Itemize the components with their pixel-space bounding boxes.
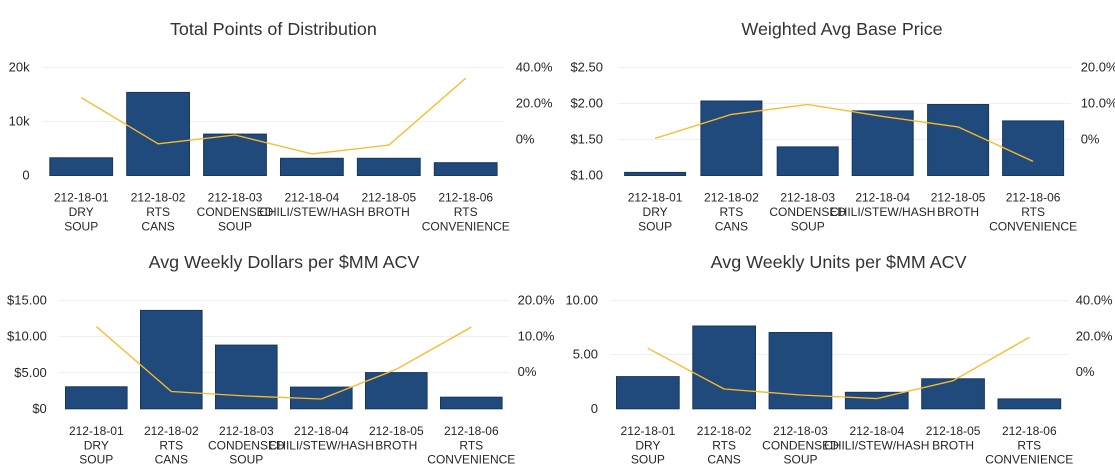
- svg-text:SOUP: SOUP: [218, 220, 252, 234]
- svg-text:212-18-03: 212-18-03: [780, 191, 835, 205]
- svg-text:212-18-03: 212-18-03: [208, 191, 263, 205]
- svg-text:CHILI/STEW/HASH: CHILI/STEW/HASH: [259, 205, 364, 219]
- svg-text:40.0%: 40.0%: [516, 60, 553, 75]
- svg-text:212-18-06: 212-18-06: [1002, 424, 1057, 438]
- svg-text:BROTH: BROTH: [375, 438, 417, 452]
- svg-text:CANS: CANS: [715, 220, 748, 234]
- svg-text:212-18-01: 212-18-01: [628, 191, 683, 205]
- svg-text:RTS: RTS: [1021, 205, 1045, 219]
- svg-text:212-18-01: 212-18-01: [69, 424, 124, 438]
- svg-text:BROTH: BROTH: [937, 205, 979, 219]
- svg-text:SOUP: SOUP: [638, 220, 672, 234]
- svg-text:CONVENIENCE: CONVENIENCE: [427, 453, 515, 467]
- svg-text:$5.00: $5.00: [14, 365, 47, 380]
- svg-text:DRY: DRY: [635, 438, 660, 452]
- svg-text:212-18-03: 212-18-03: [219, 424, 274, 438]
- svg-text:212-18-01: 212-18-01: [621, 424, 676, 438]
- svg-text:CONDENSED: CONDENSED: [762, 438, 839, 452]
- svg-text:DRY: DRY: [69, 205, 94, 219]
- svg-text:RTS: RTS: [459, 438, 483, 452]
- svg-text:Weighted Avg Base Price: Weighted Avg Base Price: [741, 19, 942, 39]
- svg-text:10.00: 10.00: [565, 293, 598, 308]
- svg-text:DRY: DRY: [84, 438, 109, 452]
- svg-text:$0: $0: [32, 401, 46, 416]
- svg-text:212-18-05: 212-18-05: [369, 424, 424, 438]
- svg-text:212-18-02: 212-18-02: [697, 424, 752, 438]
- svg-text:RTS: RTS: [146, 205, 170, 219]
- svg-text:212-18-06: 212-18-06: [444, 424, 499, 438]
- svg-text:212-18-02: 212-18-02: [131, 191, 186, 205]
- svg-text:20.0%: 20.0%: [1076, 328, 1113, 343]
- svg-text:0%: 0%: [1076, 364, 1095, 379]
- svg-text:RTS: RTS: [720, 205, 744, 219]
- svg-text:$1.50: $1.50: [570, 132, 603, 147]
- svg-text:20.0%: 20.0%: [516, 96, 553, 111]
- svg-text:0: 0: [22, 168, 29, 183]
- svg-text:CONVENIENCE: CONVENIENCE: [422, 220, 510, 234]
- svg-text:20.0%: 20.0%: [1081, 60, 1115, 75]
- svg-text:$10.00: $10.00: [7, 329, 47, 344]
- svg-text:20k: 20k: [9, 60, 30, 75]
- svg-text:212-18-06: 212-18-06: [438, 191, 493, 205]
- svg-text:$2.50: $2.50: [570, 60, 603, 75]
- svg-text:$15.00: $15.00: [7, 293, 47, 308]
- svg-text:CANS: CANS: [141, 220, 174, 234]
- svg-text:212-18-05: 212-18-05: [931, 191, 986, 205]
- svg-text:10.0%: 10.0%: [1081, 96, 1115, 111]
- svg-text:RTS: RTS: [712, 438, 736, 452]
- svg-text:212-18-05: 212-18-05: [361, 191, 416, 205]
- svg-text:0%: 0%: [518, 364, 537, 379]
- svg-text:SOUP: SOUP: [229, 453, 263, 467]
- svg-text:CONDENSED: CONDENSED: [197, 205, 274, 219]
- svg-text:0: 0: [591, 401, 598, 416]
- svg-text:212-18-04: 212-18-04: [285, 191, 340, 205]
- svg-text:CHILI/STEW/HASH: CHILI/STEW/HASH: [830, 205, 935, 219]
- svg-text:SOUP: SOUP: [64, 220, 98, 234]
- svg-text:SOUP: SOUP: [783, 453, 817, 467]
- svg-text:212-18-01: 212-18-01: [54, 191, 109, 205]
- svg-text:CHILI/STEW/HASH: CHILI/STEW/HASH: [269, 438, 374, 452]
- svg-text:DRY: DRY: [643, 205, 668, 219]
- svg-text:5.00: 5.00: [573, 347, 598, 362]
- svg-text:BROTH: BROTH: [368, 205, 410, 219]
- svg-text:CONVENIENCE: CONVENIENCE: [989, 220, 1077, 234]
- svg-text:RTS: RTS: [1017, 438, 1041, 452]
- svg-text:CONDENSED: CONDENSED: [208, 438, 285, 452]
- svg-text:CANS: CANS: [155, 453, 188, 467]
- svg-text:CANS: CANS: [707, 453, 740, 467]
- svg-text:10k: 10k: [9, 114, 30, 129]
- svg-text:212-18-05: 212-18-05: [926, 424, 981, 438]
- svg-text:CONDENSED: CONDENSED: [769, 205, 846, 219]
- svg-text:SOUP: SOUP: [631, 453, 665, 467]
- svg-text:CONVENIENCE: CONVENIENCE: [985, 453, 1073, 467]
- svg-text:212-18-04: 212-18-04: [855, 191, 910, 205]
- svg-text:Total Points of Distribution: Total Points of Distribution: [170, 19, 377, 39]
- svg-text:RTS: RTS: [454, 205, 478, 219]
- svg-text:20.0%: 20.0%: [518, 293, 555, 308]
- svg-text:212-18-06: 212-18-06: [1006, 191, 1061, 205]
- svg-text:0%: 0%: [1081, 132, 1100, 147]
- svg-text:Avg Weekly Units per $MM ACV: Avg Weekly Units per $MM ACV: [711, 252, 967, 272]
- svg-text:BROTH: BROTH: [932, 438, 974, 452]
- svg-text:212-18-02: 212-18-02: [704, 191, 759, 205]
- svg-text:CHILI/STEW/HASH: CHILI/STEW/HASH: [824, 438, 929, 452]
- svg-text:10.0%: 10.0%: [518, 328, 555, 343]
- svg-text:212-18-02: 212-18-02: [144, 424, 199, 438]
- svg-text:RTS: RTS: [159, 438, 183, 452]
- svg-text:$2.00: $2.00: [570, 96, 603, 111]
- svg-text:SOUP: SOUP: [79, 453, 113, 467]
- svg-text:$1.00: $1.00: [570, 168, 603, 183]
- svg-text:Avg Weekly Dollars per $MM ACV: Avg Weekly Dollars per $MM ACV: [149, 252, 420, 272]
- svg-text:40.0%: 40.0%: [1076, 293, 1113, 308]
- svg-text:212-18-04: 212-18-04: [849, 424, 904, 438]
- svg-text:212-18-03: 212-18-03: [773, 424, 828, 438]
- svg-text:0%: 0%: [516, 132, 535, 147]
- svg-text:212-18-04: 212-18-04: [294, 424, 349, 438]
- svg-text:SOUP: SOUP: [791, 220, 825, 234]
